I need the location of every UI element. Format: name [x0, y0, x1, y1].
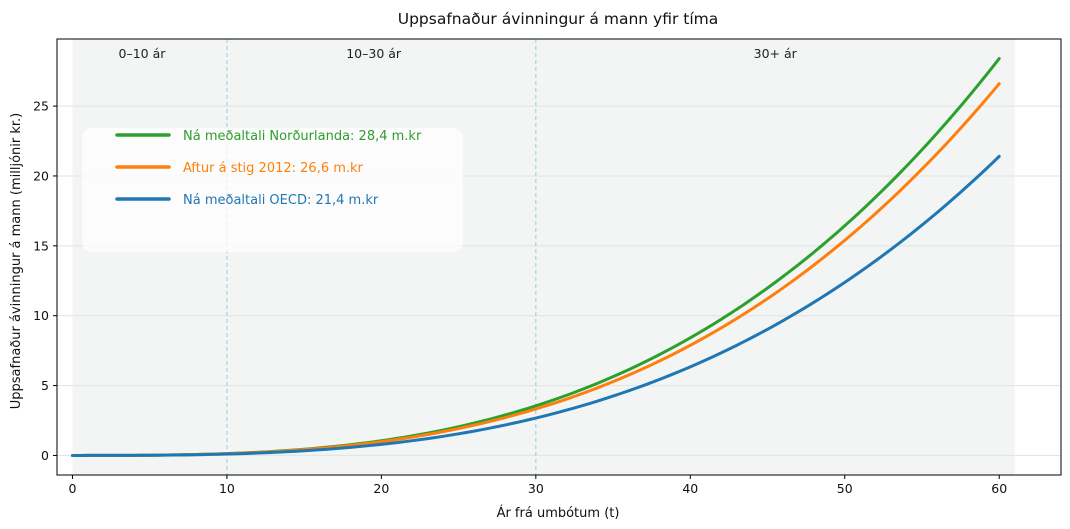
phase-label: 30+ ár: [754, 46, 798, 61]
x-tick-label: 40: [682, 481, 698, 496]
legend-box: [82, 128, 463, 252]
y-tick-label: 25: [33, 99, 49, 114]
legend-label: Aftur á stig 2012: 26,6 m.kr: [183, 161, 364, 176]
y-tick-label: 5: [41, 378, 49, 393]
plot-area: 0–10 ár 10–30 ár 30+ ár 0 10 20 30 40 50 60 0 5 10 15…: [33, 38, 1062, 496]
x-tick-label: 20: [373, 481, 389, 496]
y-tick-label: 10: [33, 308, 49, 323]
phase-label: 0–10 ár: [119, 46, 167, 61]
legend: Ná meðaltali Norðurlanda: 28,4 m.kr Aftur…: [82, 128, 463, 252]
x-tick-label: 60: [991, 481, 1007, 496]
y-tick-label: 20: [33, 168, 49, 183]
chart-title: Uppsafnaður ávinningur á mann yfir tíma: [398, 10, 719, 28]
phase-label: 10–30 ár: [346, 46, 402, 61]
axes-frame: [56, 38, 1062, 476]
series-line: [70, 154, 1001, 457]
x-axis-label: Ár frá umbótum (t): [497, 505, 620, 521]
y-tick-label: 0: [41, 448, 49, 463]
x-tick-label: 30: [528, 481, 544, 496]
y-tick-label: 15: [33, 238, 49, 253]
x-tick-label: 10: [219, 481, 235, 496]
y-axis-label: Uppsafnaður ávinningur á mann (milljónir…: [9, 113, 24, 409]
legend-label: Ná meðaltali OECD: 21,4 m.kr: [183, 193, 379, 208]
legend-label: Ná meðaltali Norðurlanda: 28,4 m.kr: [183, 129, 422, 144]
x-tick-label: 0: [68, 481, 76, 496]
phase-shading: [72, 39, 1015, 475]
x-tick-label: 50: [837, 481, 853, 496]
